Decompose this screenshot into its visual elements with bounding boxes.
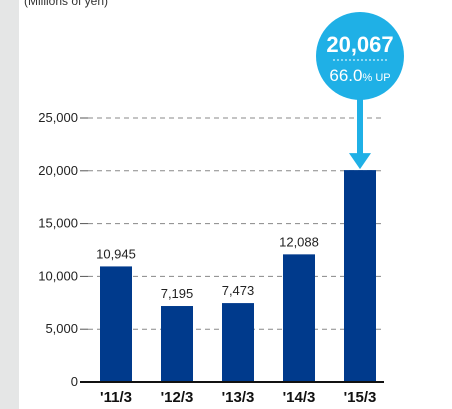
bar-value-label: 7,195	[161, 286, 194, 301]
bar	[283, 254, 315, 382]
y-tick-label: 0	[71, 374, 78, 389]
unit-label: (Millions of yen)	[24, 0, 109, 8]
x-tick-label: '15/3	[344, 389, 377, 406]
down-arrow-icon	[349, 153, 371, 170]
bar-value-label: 12,088	[279, 234, 319, 249]
bar	[222, 303, 254, 382]
y-tick-label: 20,000	[38, 163, 78, 178]
y-tick-label: 10,000	[38, 268, 78, 283]
callout-value: 20,067	[326, 32, 393, 57]
y-tick-label: 25,000	[38, 110, 78, 125]
x-tick-label: '13/3	[222, 389, 255, 406]
y-tick-label: 5,000	[45, 321, 78, 336]
y-tick-label: 15,000	[38, 216, 78, 231]
callout-change-number: 66.0	[329, 66, 362, 85]
callout-arrow-shaft	[357, 98, 363, 155]
callout-bubble	[316, 12, 404, 100]
bar	[344, 170, 376, 382]
bar	[161, 306, 193, 382]
callout-change: 66.0% UP	[329, 66, 390, 85]
x-tick-label: '14/3	[283, 389, 316, 406]
x-tick-label: '12/3	[161, 389, 194, 406]
x-tick-label: '11/3	[100, 389, 132, 406]
bar-value-label: 7,473	[222, 283, 255, 298]
left-panel-strip	[0, 0, 19, 409]
bar	[100, 266, 132, 382]
callout-change-suffix: % UP	[362, 72, 390, 84]
bar-value-label: 10,945	[96, 246, 136, 261]
